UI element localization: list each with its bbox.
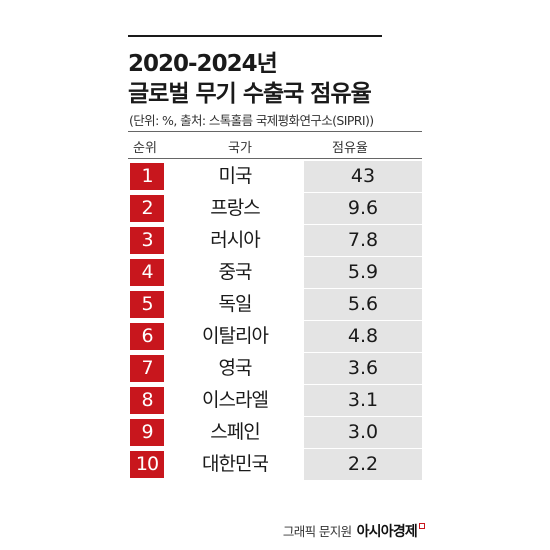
header-top-rule: [128, 131, 422, 132]
rank-badge: 8: [130, 387, 164, 414]
country-name: 이탈리아: [202, 325, 269, 347]
country-name: 독일: [218, 293, 253, 315]
country-name: 중국: [218, 261, 253, 283]
rank-badge: 2: [130, 195, 164, 222]
table-row: 2 프랑스 9.6: [128, 193, 422, 225]
rank-badge: 3: [130, 227, 164, 254]
share-value: 2.2: [304, 449, 422, 480]
title-top-rule: [128, 35, 382, 37]
table-row: 3 러시아 7.8: [128, 225, 422, 257]
column-header-country: 국가: [228, 141, 252, 156]
table-row: 6 이탈리아 4.8: [128, 321, 422, 353]
table-row: 4 중국 5.9: [128, 257, 422, 289]
share-value: 5.6: [304, 289, 422, 320]
table-row: 8 이스라엘 3.1: [128, 385, 422, 417]
share-value: 3.1: [304, 385, 422, 416]
column-header-rank: 순위: [133, 141, 157, 156]
table-row: 5 독일 5.6: [128, 289, 422, 321]
country-name: 대한민국: [202, 453, 269, 475]
country-name: 프랑스: [210, 197, 260, 219]
country-name: 이스라엘: [202, 389, 269, 411]
rank-badge: 5: [130, 291, 164, 318]
source-note: (단위: %, 출처: 스톡홀름 국제평화연구소(SIPRI)): [129, 113, 374, 128]
credit: 그래픽 문지원 아시아경제: [283, 521, 425, 541]
country-name: 러시아: [210, 229, 260, 251]
share-value: 4.8: [304, 321, 422, 352]
graphic-credit: 그래픽 문지원: [282, 524, 352, 539]
ranking-table: 1 미국 43 2 프랑스 9.6 3 러시아 7.8 4 중국 5.9 5 독…: [128, 161, 422, 481]
rank-badge: 6: [130, 323, 164, 350]
country-name: 스페인: [210, 421, 260, 443]
country-name: 미국: [218, 165, 253, 187]
logo-mark-icon: [419, 523, 425, 529]
table-row: 1 미국 43: [128, 161, 422, 193]
rank-badge: 4: [130, 259, 164, 286]
share-value: 3.0: [304, 417, 422, 448]
rank-badge: 9: [130, 419, 164, 446]
table-row: 10 대한민국 2.2: [128, 449, 422, 481]
share-value: 3.6: [304, 353, 422, 384]
rank-badge: 7: [130, 355, 164, 382]
header-bottom-rule: [128, 158, 422, 159]
title-period: 2020-2024년: [128, 51, 278, 77]
rank-badge: 1: [130, 163, 164, 190]
rank-badge: 10: [130, 451, 164, 478]
table-row: 9 스페인 3.0: [128, 417, 422, 449]
title-main: 글로벌 무기 수출국 점유율: [128, 81, 372, 107]
share-value: 9.6: [304, 193, 422, 224]
table-row: 7 영국 3.6: [128, 353, 422, 385]
column-header-share: 점유율: [332, 141, 368, 156]
share-value: 43: [304, 161, 422, 192]
publisher-logo: 아시아경제: [356, 524, 418, 540]
share-value: 5.9: [304, 257, 422, 288]
country-name: 영국: [218, 357, 253, 379]
share-value: 7.8: [304, 225, 422, 256]
